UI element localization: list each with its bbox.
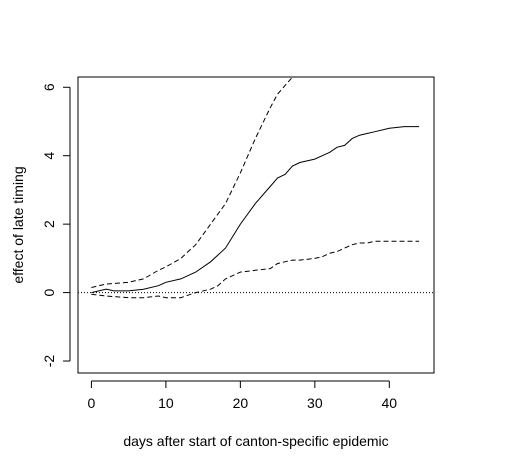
x-tick-label: 0 (88, 395, 96, 411)
estimate-line (91, 126, 420, 294)
x-axis: 0 10 20 30 40 (88, 380, 398, 411)
plot-frame (77, 76, 435, 374)
x-axis-title: days after start of canton-specific epid… (123, 433, 388, 449)
x-tick-label: 30 (307, 395, 323, 411)
x-tick-label: 20 (233, 395, 249, 411)
y-axis: -2 0 2 4 6 (41, 83, 71, 368)
x-tick-label: 10 (158, 395, 174, 411)
y-tick-label: 0 (41, 288, 57, 296)
y-tick-label: -2 (41, 355, 57, 368)
confidence-bound-line-2 (91, 240, 420, 299)
plot-area (78, 77, 434, 299)
y-tick-label: 2 (41, 220, 57, 228)
y-tick-label: 4 (41, 152, 57, 160)
y-tick-label: 6 (41, 83, 57, 91)
y-axis-title: effect of late timing (10, 166, 26, 283)
confidence-bound-line-1 (91, 77, 293, 288)
x-tick-label: 40 (382, 395, 398, 411)
